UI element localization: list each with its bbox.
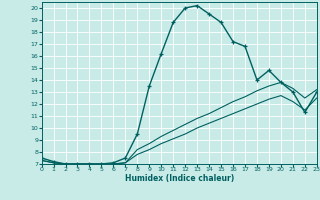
X-axis label: Humidex (Indice chaleur): Humidex (Indice chaleur) bbox=[124, 174, 234, 183]
